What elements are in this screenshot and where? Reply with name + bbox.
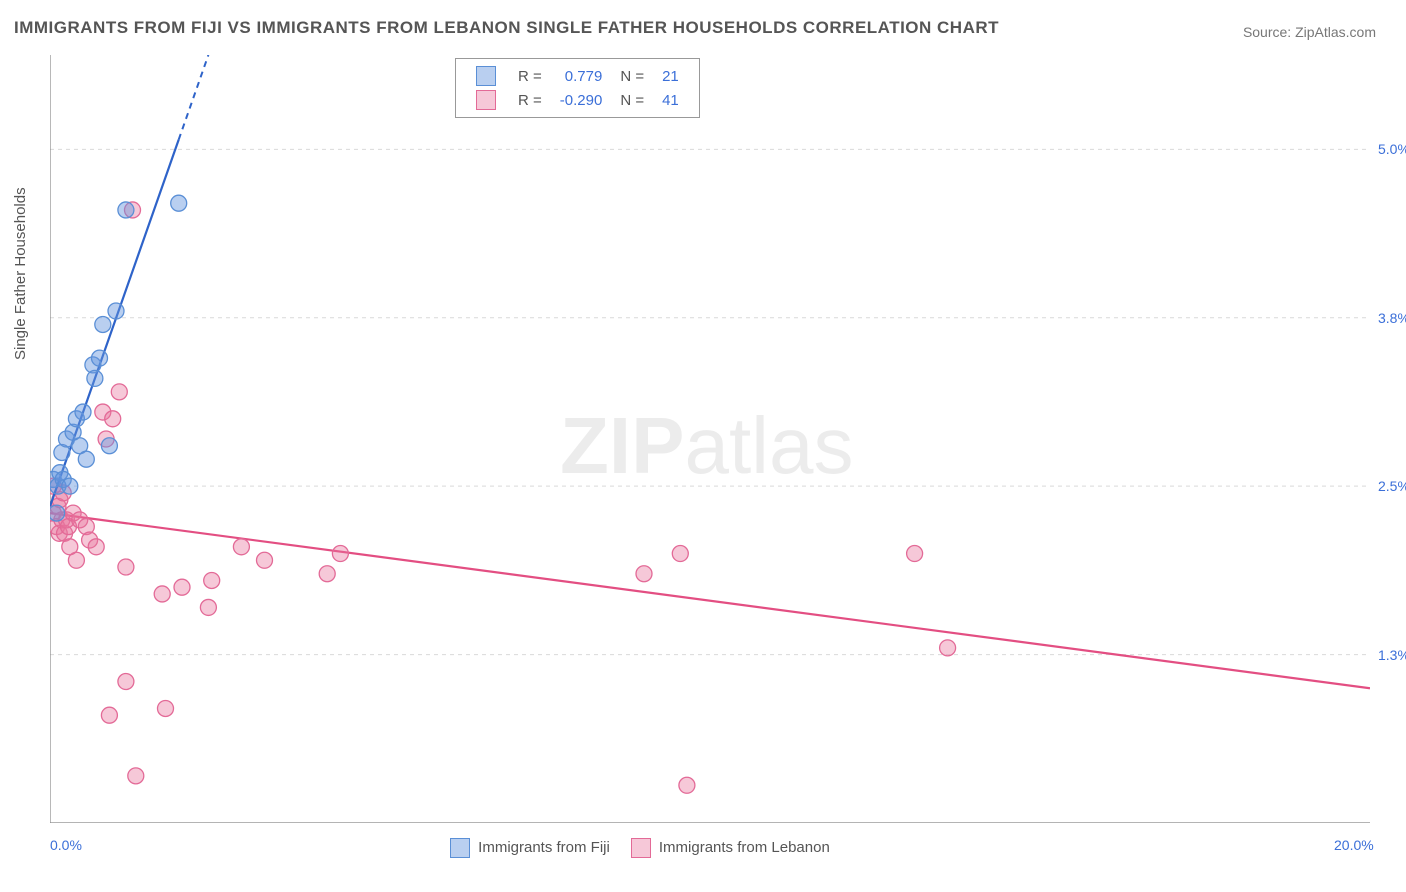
axis-tick-label: 3.8%: [1378, 310, 1406, 326]
swatch-fiji: [450, 838, 470, 858]
swatch-lebanon: [476, 90, 496, 110]
chart-title: IMMIGRANTS FROM FIJI VS IMMIGRANTS FROM …: [14, 18, 999, 38]
correlation-legend: R = 0.779 N = 21 R = -0.290 N = 41: [455, 58, 700, 118]
axis-tick-label: 0.0%: [50, 837, 82, 853]
legend-label-lebanon: Immigrants from Lebanon: [659, 839, 830, 856]
scatter-plot-svg: [50, 55, 1370, 823]
n-label: N =: [612, 89, 652, 111]
r-value-fiji: 0.779: [552, 65, 611, 87]
axis-tick-label: 1.3%: [1378, 647, 1406, 663]
r-value-lebanon: -0.290: [552, 89, 611, 111]
axis-tick-label: 20.0%: [1334, 837, 1374, 853]
series-legend: Immigrants from Fiji Immigrants from Leb…: [450, 838, 830, 858]
y-axis-label: Single Father Households: [12, 187, 29, 360]
legend-row-lebanon: R = -0.290 N = 41: [468, 89, 687, 111]
n-value-fiji: 21: [654, 65, 687, 87]
axis-tick-label: 5.0%: [1378, 141, 1406, 157]
chart-area: [50, 55, 1370, 823]
swatch-lebanon: [631, 838, 651, 858]
r-label: R =: [510, 65, 550, 87]
n-label: N =: [612, 65, 652, 87]
source-label: Source: ZipAtlas.com: [1243, 24, 1376, 40]
r-label: R =: [510, 89, 550, 111]
n-value-lebanon: 41: [654, 89, 687, 111]
swatch-fiji: [476, 66, 496, 86]
legend-row-fiji: R = 0.779 N = 21: [468, 65, 687, 87]
legend-label-fiji: Immigrants from Fiji: [478, 839, 610, 856]
axis-tick-label: 2.5%: [1378, 478, 1406, 494]
